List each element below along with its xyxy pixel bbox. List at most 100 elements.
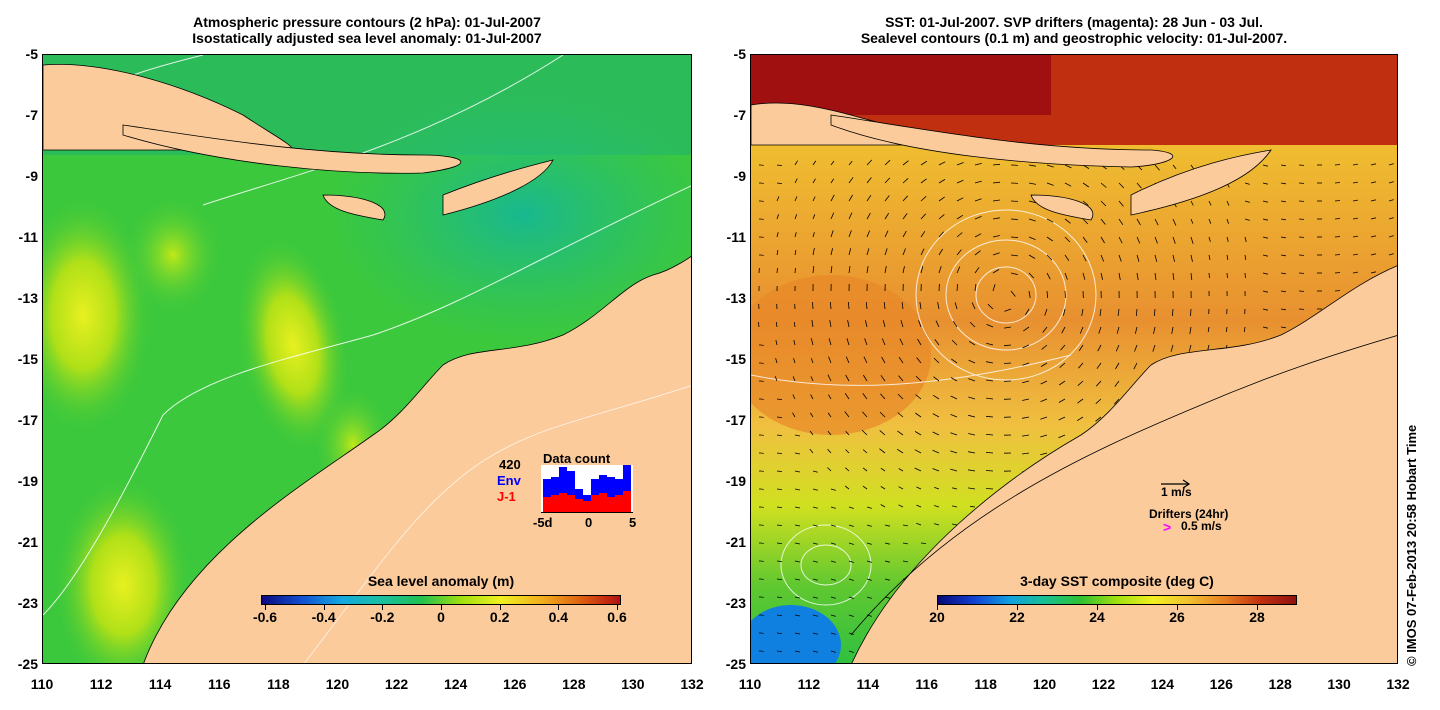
velocity-arrow [1040, 434, 1048, 438]
velocity-arrow [1388, 235, 1394, 238]
velocity-arrow [1028, 182, 1036, 185]
velocity-arrow [845, 356, 850, 364]
data-count-x-start: -5d [533, 515, 553, 530]
velocity-arrow [1117, 308, 1120, 316]
velocity-arrow [1207, 344, 1210, 350]
velocity-arrow [776, 488, 783, 490]
velocity-arrow [884, 578, 890, 581]
velocity-arrow [828, 356, 832, 364]
velocity-arrow [932, 413, 940, 418]
velocity-arrow [810, 394, 814, 400]
data-count-x-mid: 0 [585, 515, 593, 530]
velocity-arrow [898, 375, 904, 382]
velocity-arrow [1243, 326, 1246, 333]
env-bar [543, 479, 551, 513]
colorbar-tick [323, 605, 325, 610]
velocity-arrow [776, 452, 783, 454]
velocity-arrow [1334, 254, 1341, 256]
velocity-arrow [830, 524, 836, 527]
velocity-arrow [974, 163, 982, 166]
velocity-arrow [986, 342, 994, 346]
arrow-head [1182, 479, 1191, 489]
velocity-arrow [1114, 380, 1120, 387]
sealevel-contours [751, 209, 1097, 606]
velocity-arrow [793, 340, 796, 346]
velocity-arrow [1100, 272, 1103, 280]
velocity-arrow [812, 178, 816, 184]
left-title: Atmospheric pressure contours (2 hPa): 0… [42, 14, 692, 46]
velocity-arrow [985, 452, 994, 454]
velocity-arrow [974, 250, 981, 256]
velocity-arrow [932, 468, 940, 472]
velocity-arrow [812, 578, 818, 581]
velocity-arrow [828, 338, 832, 346]
velocity-arrow [1135, 308, 1138, 317]
velocity-arrow [1040, 398, 1048, 402]
velocity-arrow [1352, 235, 1358, 238]
velocity-arrow [776, 542, 783, 544]
velocity-arrow [956, 266, 961, 274]
velocity-arrow [792, 412, 796, 418]
colorbar-label: 20 [929, 609, 945, 625]
longitude-label: 124 [443, 676, 468, 692]
velocity-arrow [934, 523, 940, 526]
velocity-arrow [1133, 362, 1138, 370]
right-colorbar-title: 3-day SST composite (deg C) [1020, 573, 1214, 589]
velocity-arrow [810, 376, 814, 382]
velocity-arrow [809, 430, 814, 436]
j1-bar [575, 499, 583, 513]
velocity-arrow [776, 578, 783, 580]
longitude-label: 128 [1268, 676, 1292, 692]
velocity-arrow [794, 578, 800, 581]
velocity-arrow [1136, 236, 1141, 244]
velocity-arrow [1082, 182, 1090, 188]
velocity-arrow [1280, 290, 1286, 293]
velocity-arrow [1154, 218, 1159, 226]
velocity-arrow [1370, 253, 1376, 256]
latitude-label: -15 [17, 351, 38, 367]
velocity-arrow [830, 178, 835, 184]
velocity-arrow [1208, 236, 1211, 242]
velocity-arrow [776, 232, 779, 238]
velocity-arrow [776, 267, 778, 274]
longitude-label: 118 [267, 676, 290, 692]
velocity-arrow [776, 434, 783, 436]
velocity-arrow [1370, 217, 1376, 220]
latitude-label: -15 [725, 351, 746, 367]
colorbar-label: 24 [1089, 609, 1105, 625]
velocity-arrow [810, 358, 814, 364]
velocity-arrow [1095, 416, 1102, 422]
velocity-arrow [1064, 164, 1072, 169]
velocity-arrow [1262, 236, 1268, 239]
velocity-arrow [1226, 218, 1229, 224]
velocity-arrow [987, 303, 994, 310]
velocity-arrow [830, 488, 836, 491]
longitude-label: 114 [148, 676, 172, 692]
velocity-arrow [794, 452, 800, 455]
velocity-arrow [884, 542, 890, 545]
velocity-arrow [884, 195, 890, 202]
velocity-arrow [968, 433, 976, 436]
velocity-arrow [1370, 163, 1376, 166]
sumba-island [1030, 194, 1094, 221]
velocity-arrow [844, 411, 850, 418]
velocity-arrow [950, 377, 958, 382]
land-masses [43, 63, 691, 663]
velocity-arrow [1003, 344, 1012, 347]
velocity-arrow [1388, 163, 1394, 166]
velocity-arrow [774, 376, 778, 382]
velocity-arrow [1190, 236, 1194, 244]
velocity-arrow [1040, 416, 1048, 420]
velocity-arrow [1280, 200, 1286, 203]
velocity-arrow [861, 429, 868, 436]
colorbar-label: 28 [1249, 609, 1265, 625]
colorbar-tick [441, 605, 442, 610]
velocity-arrow [848, 230, 852, 238]
velocity-arrow [776, 214, 779, 220]
velocity-arrow [1058, 398, 1066, 403]
velocity-arrow [950, 432, 958, 436]
velocity-arrow [1064, 218, 1071, 224]
velocity-arrow [1022, 434, 1030, 437]
velocity-arrow [794, 632, 800, 635]
velocity-arrow [1208, 272, 1210, 279]
